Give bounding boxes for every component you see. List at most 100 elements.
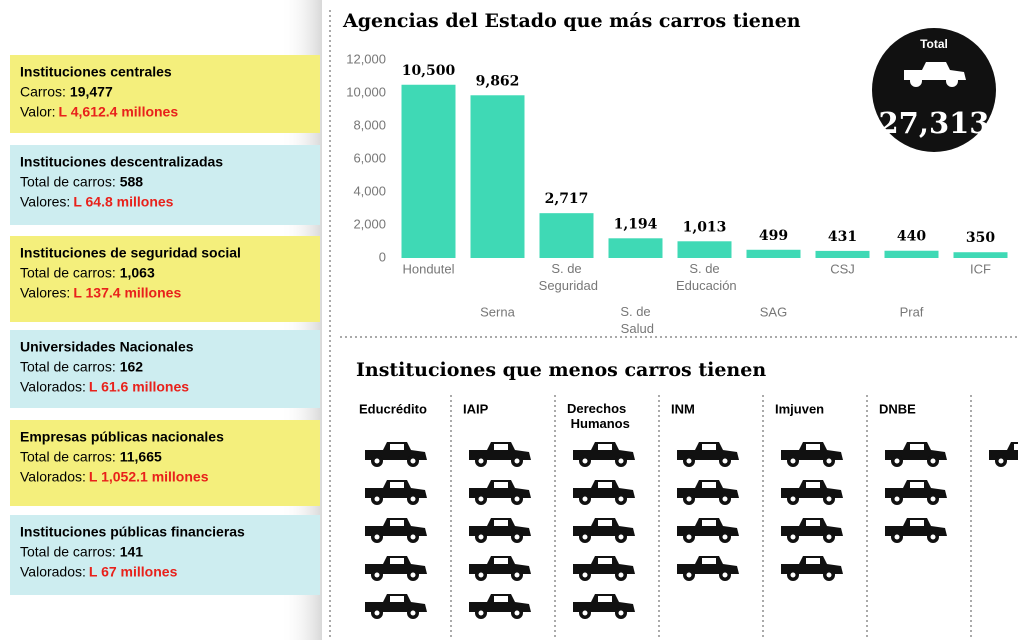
count-value: 162 <box>120 359 144 375</box>
value-label: Valorados: <box>20 469 86 485</box>
car-icon <box>781 480 843 505</box>
value-label: Valores: <box>20 285 70 301</box>
x-tick-label: ICF <box>970 261 991 276</box>
column-label: DNBE <box>879 401 916 416</box>
bar <box>815 250 870 258</box>
car-icon <box>469 594 531 619</box>
car-icon <box>365 594 427 619</box>
value-label: 350 <box>966 230 995 246</box>
car-icon <box>885 518 947 543</box>
value-label: 440 <box>897 229 926 245</box>
car-icon <box>677 442 739 467</box>
bar <box>539 213 594 258</box>
total-value: 27,313 <box>879 106 990 140</box>
value-label: 2,717 <box>545 191 589 207</box>
count-label: Total de carros: <box>20 174 116 190</box>
panel-title: Universidades Nacionales <box>20 339 194 355</box>
pictogram-title: Instituciones que menos carros tienen <box>356 359 766 381</box>
count-value: 19,477 <box>70 84 113 100</box>
x-tick-label: SAG <box>760 304 787 319</box>
count-label: Total de carros: <box>20 449 116 465</box>
column-label: IAIP <box>463 401 489 416</box>
panel-title: Instituciones descentralizadas <box>20 154 223 170</box>
total-badge <box>872 28 996 152</box>
car-icon <box>365 556 427 581</box>
x-tick-label: Praf <box>900 304 924 319</box>
car-icon <box>573 594 635 619</box>
car-icon <box>469 480 531 505</box>
count-value: 141 <box>120 544 144 560</box>
column-label: Derechos Humanos <box>567 401 630 431</box>
car-icon <box>573 480 635 505</box>
car-icon <box>885 442 947 467</box>
panel-box <box>10 420 320 506</box>
car-icon <box>573 442 635 467</box>
car-icon <box>989 442 1018 467</box>
value-amount: L 137.4 millones <box>73 285 181 301</box>
value-label: 431 <box>828 229 857 245</box>
count-value: 588 <box>120 174 144 190</box>
column-label: Imjuven <box>775 401 824 416</box>
value-label: Valor: <box>20 104 56 120</box>
panel-title: Empresas públicas nacionales <box>20 429 224 445</box>
value-label: Valorados: <box>20 564 86 580</box>
car-icon <box>365 480 427 505</box>
bar <box>884 250 939 258</box>
car-icon <box>469 556 531 581</box>
car-icon <box>781 518 843 543</box>
column-label: INM <box>671 401 695 416</box>
count-label: Total de carros: <box>20 544 116 560</box>
y-tick-label: 2,000 <box>353 216 386 231</box>
bar <box>677 241 732 258</box>
car-icon <box>677 518 739 543</box>
x-tick-label: Serna <box>480 304 515 319</box>
count-value: 11,665 <box>120 449 162 465</box>
car-icon <box>365 442 427 467</box>
value-label: 9,862 <box>476 73 520 89</box>
count-value: 1,063 <box>120 265 155 281</box>
bar <box>953 252 1008 258</box>
value-label: 1,013 <box>683 219 727 235</box>
value-amount: L 67 millones <box>89 564 178 580</box>
column-label: Educrédito <box>359 401 427 416</box>
y-tick-label: 0 <box>379 249 386 264</box>
value-amount: L 61.6 millones <box>89 379 189 395</box>
y-tick-label: 6,000 <box>353 150 386 165</box>
car-icon <box>573 518 635 543</box>
bar <box>470 95 525 258</box>
x-tick-label: Hondutel <box>402 261 454 276</box>
x-tick-label: S. de Educación <box>672 261 736 293</box>
value-label: 10,500 <box>402 63 456 79</box>
car-icon <box>469 442 531 467</box>
car-icon <box>573 556 635 581</box>
x-tick-label: CSJ <box>830 261 855 276</box>
car-icon <box>677 480 739 505</box>
panel-title: Instituciones centrales <box>20 64 172 80</box>
bar <box>401 84 456 258</box>
count-label: Total de carros: <box>20 359 116 375</box>
bar <box>608 238 663 258</box>
y-tick-label: 4,000 <box>353 183 386 198</box>
panel-box <box>10 330 320 408</box>
panel-title: Instituciones de seguridad social <box>20 245 241 261</box>
value-amount: L 64.8 millones <box>73 194 173 210</box>
count-label: Total de carros: <box>20 265 116 281</box>
x-tick-label: S. de Seguridad <box>535 261 598 293</box>
panel-box <box>10 515 320 595</box>
y-tick-label: 12,000 <box>346 51 386 66</box>
panel-title: Instituciones públicas financieras <box>20 524 245 540</box>
car-icon <box>885 480 947 505</box>
panel-box <box>10 145 320 225</box>
count-label: Carros: <box>20 84 66 100</box>
car-icon <box>677 556 739 581</box>
value-label: Valores: <box>20 194 70 210</box>
panel-box <box>10 55 320 133</box>
value-label: Valorados: <box>20 379 86 395</box>
value-amount: L 4,612.4 millones <box>59 104 179 120</box>
total-label: Total <box>920 37 948 51</box>
car-icon <box>781 442 843 467</box>
y-tick-label: 8,000 <box>353 117 386 132</box>
value-amount: L 1,052.1 millones <box>89 469 209 485</box>
x-tick-label: S. de Salud <box>617 304 654 336</box>
